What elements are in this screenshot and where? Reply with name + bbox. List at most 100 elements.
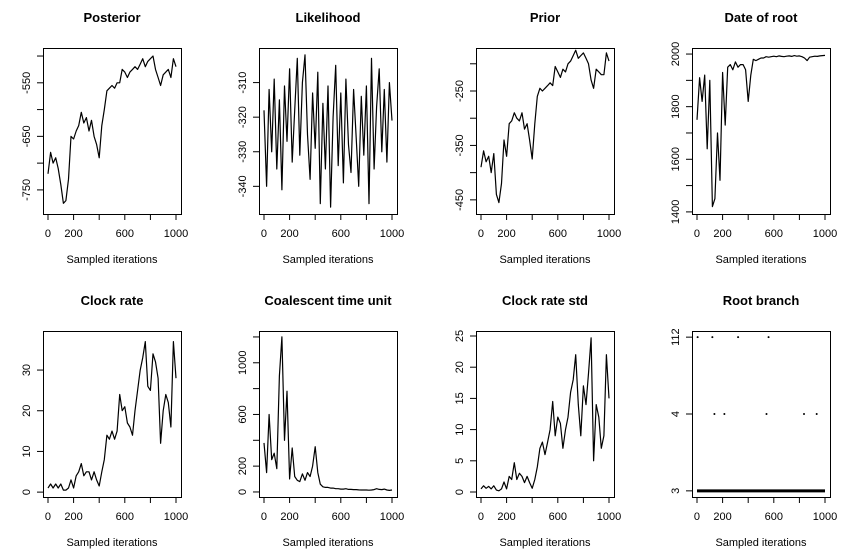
y-tick-label: 10 — [454, 423, 466, 435]
y-tick-label: 1800 — [670, 94, 682, 118]
x-tick-label: 200 — [497, 511, 515, 523]
x-axis-label: Sampled iterations — [499, 254, 591, 266]
plot-frame — [692, 331, 831, 498]
y-tick-label: 0 — [454, 489, 466, 495]
x-tick-label: 0 — [478, 511, 484, 523]
panel-title: Clock rate — [81, 293, 144, 308]
panel-title: Posterior — [83, 10, 140, 25]
y-tick-label: 0 — [21, 489, 33, 495]
y-tick-label: -320 — [237, 106, 249, 128]
y-tick-label: -340 — [237, 175, 249, 197]
trace-point — [723, 413, 726, 415]
plot-frame — [259, 331, 398, 498]
panel-title: Prior — [530, 10, 560, 25]
x-tick-label: 0 — [261, 511, 267, 523]
y-tick-label: 20 — [21, 405, 33, 417]
x-tick-label: 200 — [280, 228, 298, 240]
x-tick-label: 1000 — [813, 511, 837, 523]
y-tick-label: -250 — [454, 80, 466, 102]
trace-line — [480, 337, 610, 492]
x-tick-label: 200 — [64, 228, 82, 240]
trace-point — [767, 336, 770, 339]
x-tick-label: 1000 — [164, 228, 188, 240]
x-tick-label: 1000 — [597, 228, 621, 240]
plot-frame — [43, 48, 182, 215]
x-tick-label: 200 — [713, 511, 731, 523]
y-tick-label: 25 — [454, 330, 466, 342]
y-tick-label: -450 — [454, 189, 466, 211]
x-tick-label: 0 — [694, 228, 700, 240]
x-tick-label: 600 — [549, 228, 567, 240]
y-tick-label: 600 — [237, 405, 249, 423]
x-tick-label: 600 — [332, 511, 350, 523]
y-tick-label: 112 — [670, 328, 682, 346]
panel-prior: Prior 0 200 600 1000 Sampled iterations -450 -3… — [454, 10, 621, 266]
x-tick-label: 600 — [765, 228, 783, 240]
y-tick-label: 1400 — [670, 200, 682, 224]
trace-line — [480, 49, 610, 204]
y-tick-label: -650 — [21, 125, 33, 147]
x-axis-label: Sampled iterations — [66, 537, 158, 549]
trace-point — [711, 336, 714, 339]
panel-title: Clock rate std — [502, 293, 588, 308]
x-tick-label: 600 — [765, 511, 783, 523]
y-tick-label: 4 — [670, 411, 682, 417]
trace-point — [803, 413, 806, 415]
panel-date-of-root: Date of root 0 200 600 1000 Sampled iteration… — [670, 10, 837, 266]
x-tick-label: 1000 — [813, 228, 837, 240]
trace-line — [696, 54, 826, 208]
x-axis-label: Sampled iterations — [66, 254, 158, 266]
y-tick-label: 20 — [454, 361, 466, 373]
panel-posterior: Posterior 0 200 600 1000 Sampled iterations -7… — [21, 10, 188, 266]
trace-point — [713, 413, 716, 415]
x-tick-label: 0 — [45, 228, 51, 240]
x-tick-label: 1000 — [380, 511, 404, 523]
panel-clock-rate: Clock rate 0 200 600 1000 Sampled iterations 0… — [21, 293, 188, 549]
x-tick-label: 200 — [713, 228, 731, 240]
x-tick-label: 1000 — [597, 511, 621, 523]
y-tick-label: -750 — [21, 179, 33, 201]
trace-point — [696, 336, 699, 339]
x-tick-label: 600 — [549, 511, 567, 523]
x-tick-label: 1000 — [380, 228, 404, 240]
y-tick-label: -550 — [21, 72, 33, 94]
x-axis-label: Sampled iterations — [282, 254, 374, 266]
y-tick-label: 10 — [21, 445, 33, 457]
x-tick-label: 0 — [261, 228, 267, 240]
y-tick-label: 0 — [237, 489, 249, 495]
x-tick-label: 0 — [45, 511, 51, 523]
x-tick-label: 600 — [116, 228, 134, 240]
x-tick-label: 200 — [64, 511, 82, 523]
plot-frame — [692, 48, 831, 215]
y-tick-label: 5 — [454, 458, 466, 464]
panel-title: Date of root — [725, 10, 799, 25]
x-axis-label: Sampled iterations — [715, 537, 807, 549]
y-tick-label: 2000 — [670, 42, 682, 66]
x-axis-label: Sampled iterations — [715, 254, 807, 266]
panel-title: Likelihood — [296, 10, 361, 25]
x-tick-label: 1000 — [164, 511, 188, 523]
plot-frame — [476, 331, 615, 498]
plot-frame — [259, 48, 398, 215]
x-tick-label: 0 — [694, 511, 700, 523]
x-tick-label: 0 — [478, 228, 484, 240]
x-tick-label: 200 — [280, 511, 298, 523]
trace-line — [263, 336, 393, 491]
trace-line — [47, 341, 177, 491]
panel-root-branch: Root branch 0 200 600 1000 Sampled iterations… — [670, 293, 837, 549]
y-tick-label: -350 — [454, 134, 466, 156]
plot-frame — [43, 331, 182, 498]
y-tick-label: 30 — [21, 364, 33, 376]
plot-frame — [476, 48, 615, 215]
trace-line — [47, 55, 177, 204]
trace-point — [815, 413, 818, 415]
trace-line — [263, 54, 393, 208]
y-tick-label: -330 — [237, 141, 249, 163]
y-tick-label: 1000 — [237, 351, 249, 375]
y-tick-label: 1600 — [670, 147, 682, 171]
panel-title: Root branch — [723, 293, 800, 308]
x-axis-label: Sampled iterations — [499, 537, 591, 549]
y-tick-label: 200 — [237, 457, 249, 475]
